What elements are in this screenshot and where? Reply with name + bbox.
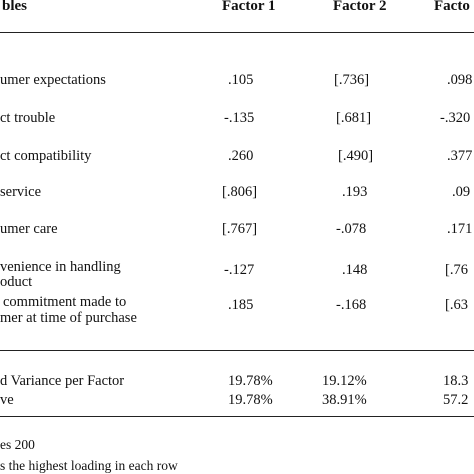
summary-variance-factor-1: 19.78%: [228, 373, 273, 389]
row-5-factor-1: [.767]: [222, 221, 258, 237]
row-6-factor-1: -.127: [224, 262, 255, 278]
row-7-label-line-1: commitment made to: [3, 294, 127, 310]
row-1-factor-1: .105: [228, 72, 254, 88]
summary-cumulative-factor-1: 19.78%: [228, 392, 273, 408]
summary-cumulative-label: ve: [0, 392, 14, 408]
row-4-label: service: [0, 184, 42, 200]
row-5-factor-3: .171: [447, 221, 473, 237]
header-rule: [0, 32, 474, 33]
row-3-label: ct compatibility: [0, 148, 92, 164]
row-7-factor-2: -.168: [336, 297, 367, 313]
row-3-factor-3: .377: [447, 148, 473, 164]
row-3-factor-2: [.490]: [338, 148, 374, 164]
row-1-label: umer expectations: [0, 72, 106, 88]
row-3-factor-1: .260: [228, 148, 254, 164]
row-1-factor-2: [.736]: [334, 72, 370, 88]
header-factor-2: Factor 2: [333, 0, 387, 14]
row-4-factor-2: .193: [342, 184, 368, 200]
row-6-factor-2: .148: [342, 262, 368, 278]
row-6-factor-3: [.76: [445, 262, 468, 278]
summary-cumulative-factor-3: 57.2: [443, 392, 469, 408]
row-6-label-line-1: venience in handling: [0, 259, 121, 275]
header-factor-1: Factor 1: [222, 0, 276, 14]
header-factor-3: Facto: [434, 0, 470, 14]
note-highest-loading: s the highest loading in each row: [0, 458, 178, 473]
row-2-factor-3: -.320: [440, 110, 471, 126]
row-2-factor-2: [.681]: [336, 110, 372, 126]
row-7-label-line-2: mer at time of purchase: [0, 310, 137, 326]
row-7-factor-1: .185: [228, 297, 254, 313]
summary-variance-factor-2: 19.12%: [322, 373, 367, 389]
row-5-factor-2: -.078: [336, 221, 367, 237]
note-sample-size: es 200: [0, 437, 35, 452]
row-7-factor-3: [.63: [445, 297, 468, 313]
row-6-label-line-2: oduct: [0, 274, 33, 290]
header-variables: bles: [2, 0, 28, 14]
summary-variance-factor-3: 18.3: [443, 373, 469, 389]
row-2-label: ct trouble: [0, 110, 56, 126]
row-4-factor-3: .09: [452, 184, 471, 200]
row-5-label: umer care: [0, 221, 58, 237]
summary-rule: [0, 350, 474, 351]
row-2-factor-1: -.135: [224, 110, 255, 126]
summary-cumulative-factor-2: 38.91%: [322, 392, 367, 408]
summary-variance-label: d Variance per Factor: [0, 373, 125, 389]
row-4-factor-1: [.806]: [222, 184, 258, 200]
row-1-factor-3: .098: [447, 72, 473, 88]
bottom-rule: [0, 416, 474, 417]
